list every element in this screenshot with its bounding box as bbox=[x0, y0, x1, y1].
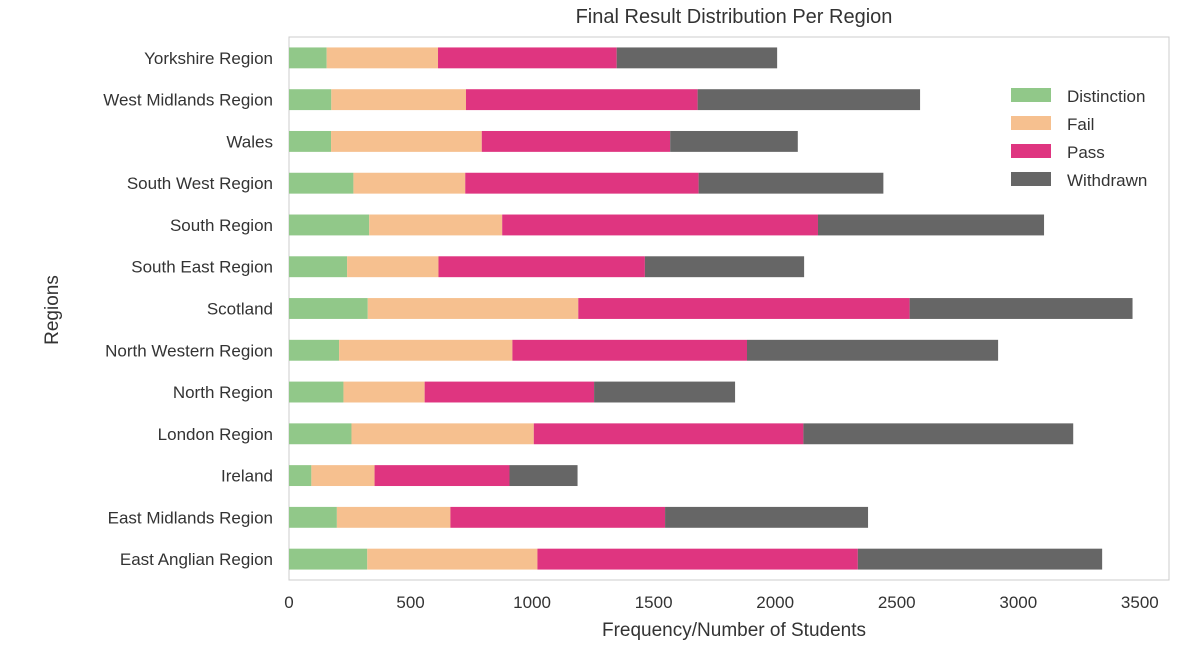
bar-scotland-withdrawn bbox=[909, 298, 1133, 319]
y-tick-label: East Midlands Region bbox=[108, 508, 273, 527]
x-tick-labels: 0 500 1000 1500 2000 2500 3000 3500 bbox=[284, 593, 1158, 612]
bars-group bbox=[289, 47, 1133, 570]
bar-scotland-fail bbox=[367, 298, 579, 319]
bar-scotland-distinction bbox=[289, 298, 368, 319]
x-tick-label: 1000 bbox=[513, 593, 551, 612]
bar-west-midlands-region-distinction bbox=[289, 89, 332, 111]
legend-swatch-pass bbox=[1011, 144, 1051, 158]
x-tick-label: 1500 bbox=[635, 593, 673, 612]
bar-east-midlands-region-distinction bbox=[289, 506, 337, 528]
bar-south-region-fail bbox=[369, 214, 503, 236]
y-tick-label: East Anglian Region bbox=[120, 550, 273, 569]
legend-label-distinction: Distinction bbox=[1067, 87, 1145, 106]
bar-north-western-region-fail bbox=[339, 339, 513, 361]
y-tick-label: Yorkshire Region bbox=[144, 49, 273, 68]
bar-west-midlands-region-fail bbox=[331, 89, 466, 111]
bar-north-western-region-distinction bbox=[289, 339, 340, 361]
y-tick-label: Wales bbox=[226, 132, 273, 151]
y-tick-label: North Western Region bbox=[105, 341, 273, 360]
x-tick-label: 3000 bbox=[999, 593, 1037, 612]
bar-yorkshire-region-distinction bbox=[289, 47, 327, 69]
legend-label-fail: Fail bbox=[1067, 115, 1094, 134]
x-tick-label: 2500 bbox=[878, 593, 916, 612]
bar-south-west-region-withdrawn bbox=[698, 172, 884, 194]
x-tick-label: 0 bbox=[284, 593, 293, 612]
bar-south-east-region-distinction bbox=[289, 256, 348, 278]
bar-south-region-pass bbox=[502, 214, 818, 236]
bar-south-east-region-fail bbox=[347, 256, 439, 278]
y-tick-label: North Region bbox=[173, 383, 273, 402]
bar-south-west-region-fail bbox=[353, 172, 466, 194]
bar-london-region-distinction bbox=[289, 423, 352, 445]
bar-east-anglian-region-fail bbox=[367, 548, 538, 570]
bar-south-east-region-withdrawn bbox=[644, 256, 805, 278]
bar-south-east-region-pass bbox=[438, 256, 645, 278]
y-tick-label: Scotland bbox=[207, 300, 273, 319]
bar-wales-pass bbox=[481, 130, 671, 152]
bar-north-region-pass bbox=[424, 381, 595, 403]
y-tick-label: West Midlands Region bbox=[103, 91, 273, 110]
bar-west-midlands-region-withdrawn bbox=[697, 89, 921, 111]
bar-yorkshire-region-fail bbox=[326, 47, 439, 69]
bar-east-midlands-region-fail bbox=[336, 506, 451, 528]
x-tick-label: 2000 bbox=[756, 593, 794, 612]
bar-east-anglian-region-withdrawn bbox=[857, 548, 1103, 570]
legend-swatch-distinction bbox=[1011, 88, 1051, 102]
legend: Distinction Fail Pass Withdrawn bbox=[1011, 87, 1147, 190]
bar-south-region-withdrawn bbox=[817, 214, 1045, 236]
legend-swatch-fail bbox=[1011, 116, 1051, 130]
bar-east-midlands-region-pass bbox=[450, 506, 666, 528]
bar-yorkshire-region-pass bbox=[438, 47, 617, 69]
bar-wales-withdrawn bbox=[670, 130, 798, 152]
bar-wales-distinction bbox=[289, 130, 332, 152]
x-tick-label: 3500 bbox=[1121, 593, 1159, 612]
bar-yorkshire-region-withdrawn bbox=[616, 47, 778, 69]
legend-swatch-withdrawn bbox=[1011, 172, 1051, 186]
bar-ireland-pass bbox=[374, 465, 510, 487]
chart-title: Final Result Distribution Per Region bbox=[576, 6, 893, 28]
bar-east-anglian-region-pass bbox=[537, 548, 858, 570]
x-axis-label: Frequency/Number of Students bbox=[602, 620, 866, 641]
bar-east-anglian-region-distinction bbox=[289, 548, 368, 570]
y-tick-label: London Region bbox=[158, 425, 273, 444]
bar-south-west-region-pass bbox=[465, 172, 699, 194]
y-axis-label: Regions bbox=[42, 275, 63, 345]
bar-east-midlands-region-withdrawn bbox=[665, 506, 869, 528]
legend-label-withdrawn: Withdrawn bbox=[1067, 171, 1147, 190]
bar-north-western-region-withdrawn bbox=[746, 339, 999, 361]
bar-north-western-region-pass bbox=[512, 339, 747, 361]
legend-label-pass: Pass bbox=[1067, 143, 1105, 162]
x-tick-label: 500 bbox=[396, 593, 424, 612]
y-tick-labels: East Anglian Region East Midlands Region I… bbox=[103, 49, 273, 569]
bar-south-west-region-distinction bbox=[289, 172, 354, 194]
bar-ireland-withdrawn bbox=[509, 465, 578, 487]
bar-north-region-distinction bbox=[289, 381, 344, 403]
bar-london-region-fail bbox=[351, 423, 534, 445]
y-tick-label: South West Region bbox=[127, 174, 273, 193]
bar-south-region-distinction bbox=[289, 214, 370, 236]
y-tick-label: Ireland bbox=[221, 467, 273, 486]
y-tick-label: South Region bbox=[170, 216, 273, 235]
bar-london-region-pass bbox=[533, 423, 804, 445]
bar-london-region-withdrawn bbox=[803, 423, 1074, 445]
bar-north-region-fail bbox=[343, 381, 425, 403]
bar-west-midlands-region-pass bbox=[465, 89, 698, 111]
y-tick-label: South East Region bbox=[131, 258, 273, 277]
bar-ireland-fail bbox=[311, 465, 375, 487]
bar-wales-fail bbox=[331, 130, 482, 152]
bar-scotland-pass bbox=[578, 298, 910, 319]
bar-ireland-distinction bbox=[289, 465, 312, 487]
bar-north-region-withdrawn bbox=[594, 381, 736, 403]
